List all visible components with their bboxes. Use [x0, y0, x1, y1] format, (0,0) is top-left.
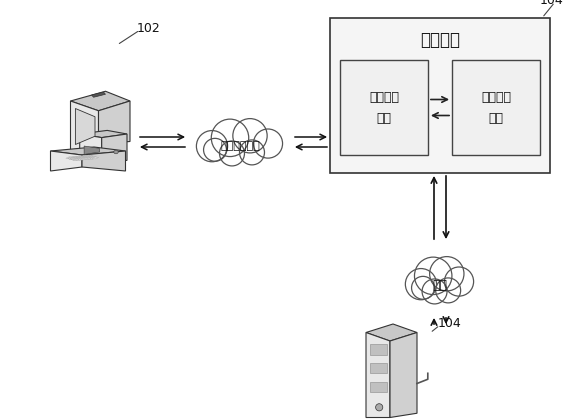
Polygon shape — [370, 344, 387, 354]
Text: 有线或者无线: 有线或者无线 — [220, 141, 260, 151]
Polygon shape — [87, 155, 94, 158]
Polygon shape — [366, 324, 417, 341]
Polygon shape — [71, 158, 78, 160]
Polygon shape — [92, 157, 99, 159]
Text: 104: 104 — [540, 0, 564, 7]
Polygon shape — [74, 157, 81, 159]
Polygon shape — [75, 157, 82, 159]
Polygon shape — [83, 155, 90, 157]
Polygon shape — [79, 157, 86, 159]
Circle shape — [233, 119, 267, 153]
Circle shape — [445, 267, 473, 296]
Polygon shape — [70, 101, 99, 153]
Polygon shape — [99, 101, 130, 144]
Polygon shape — [75, 109, 95, 145]
Circle shape — [405, 269, 437, 300]
FancyBboxPatch shape — [452, 60, 540, 155]
Polygon shape — [70, 157, 77, 159]
Polygon shape — [80, 158, 87, 160]
Text: 通信模块: 通信模块 — [420, 31, 460, 49]
Polygon shape — [70, 91, 130, 111]
Polygon shape — [87, 158, 94, 160]
Circle shape — [253, 129, 282, 158]
Circle shape — [239, 140, 264, 165]
Ellipse shape — [114, 150, 118, 154]
Polygon shape — [83, 157, 90, 159]
Polygon shape — [76, 158, 83, 160]
Polygon shape — [84, 158, 91, 160]
Polygon shape — [370, 363, 387, 373]
Polygon shape — [67, 157, 74, 159]
Polygon shape — [80, 130, 127, 137]
Text: 104: 104 — [438, 316, 462, 329]
Polygon shape — [91, 92, 105, 97]
Polygon shape — [84, 146, 99, 154]
Circle shape — [375, 403, 383, 411]
Text: 应用处理
模块: 应用处理 模块 — [369, 91, 399, 124]
Circle shape — [414, 257, 452, 295]
FancyBboxPatch shape — [330, 18, 550, 173]
Polygon shape — [50, 147, 125, 155]
Polygon shape — [75, 158, 82, 160]
Polygon shape — [80, 134, 101, 164]
Polygon shape — [77, 157, 83, 159]
Polygon shape — [84, 156, 90, 158]
Polygon shape — [50, 151, 82, 171]
Polygon shape — [81, 157, 88, 159]
Polygon shape — [66, 157, 73, 159]
Polygon shape — [68, 157, 75, 159]
Polygon shape — [73, 156, 80, 158]
Polygon shape — [370, 382, 387, 392]
Circle shape — [211, 119, 249, 157]
Polygon shape — [88, 157, 95, 159]
Circle shape — [219, 141, 244, 166]
Polygon shape — [82, 151, 125, 171]
Polygon shape — [86, 157, 92, 159]
Polygon shape — [366, 333, 390, 417]
Polygon shape — [75, 156, 82, 158]
Polygon shape — [73, 157, 79, 159]
Polygon shape — [71, 156, 77, 158]
Circle shape — [422, 279, 447, 304]
FancyBboxPatch shape — [340, 60, 428, 155]
Text: 网络: 网络 — [433, 279, 447, 292]
Polygon shape — [88, 156, 95, 158]
Circle shape — [204, 138, 226, 161]
Polygon shape — [90, 157, 96, 159]
Polygon shape — [71, 158, 78, 160]
Polygon shape — [80, 155, 87, 158]
Polygon shape — [79, 156, 86, 158]
Polygon shape — [82, 158, 89, 160]
Polygon shape — [85, 155, 92, 157]
Circle shape — [412, 277, 434, 299]
Circle shape — [196, 131, 227, 162]
Polygon shape — [84, 156, 91, 158]
Polygon shape — [90, 156, 97, 158]
Polygon shape — [86, 156, 93, 158]
Polygon shape — [77, 156, 84, 158]
Polygon shape — [390, 333, 417, 417]
Polygon shape — [81, 157, 87, 159]
Text: 102: 102 — [137, 21, 161, 34]
Polygon shape — [78, 158, 85, 160]
Polygon shape — [78, 158, 84, 160]
Polygon shape — [74, 158, 80, 160]
Text: 基带处理
模块: 基带处理 模块 — [481, 91, 511, 124]
Polygon shape — [78, 155, 84, 158]
Polygon shape — [73, 159, 79, 161]
Circle shape — [435, 278, 460, 303]
Polygon shape — [69, 158, 76, 160]
Circle shape — [430, 256, 464, 291]
Polygon shape — [101, 134, 127, 160]
Polygon shape — [82, 156, 88, 158]
